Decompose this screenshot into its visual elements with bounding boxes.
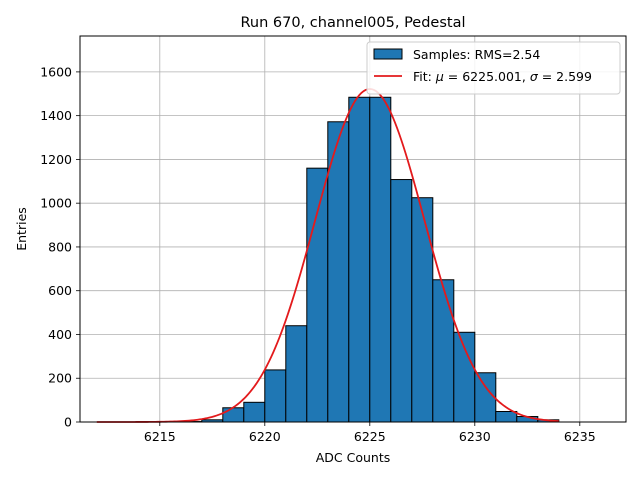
histogram-bars [159,96,560,423]
legend-fit-sigma-text: = 2.599 [538,69,592,84]
histogram-bar [411,197,434,423]
histogram-bar [348,96,371,423]
histogram-bar [285,325,308,423]
legend-histogram-label: Samples: RMS=2.54 [413,47,540,62]
y-tick-label: 0 [64,415,72,430]
legend-fit-mu-symbol: μ [435,69,444,84]
fit-curve [96,88,559,423]
axis-ticks: 6215 6220 6225 6230 6235 0 200 400 600 800 1000 120… [40,64,596,444]
y-tick-label: 1400 [40,108,72,123]
histogram-bar [474,372,497,423]
y-tick-label: 1600 [40,64,72,79]
legend-fit-label: Fit: μ = 6225.001, σ = 2.599 [413,69,592,84]
histogram-bar [495,410,518,423]
x-tick-label: 6225 [354,429,386,444]
y-tick-label: 400 [48,327,72,342]
chart-title: Run 670, channel005, Pedestal [240,15,465,31]
y-axis-label: Entries [14,207,29,251]
plot-frame [79,35,627,423]
x-tick-label: 6215 [144,429,176,444]
y-tick-label: 800 [48,239,72,254]
legend: Samples: RMS=2.54 Fit: μ = 6225.001, σ =… [366,41,621,95]
y-tick-label: 1000 [40,196,72,211]
histogram-bar [432,279,455,423]
legend-box [366,41,621,95]
x-tick-label: 6235 [564,429,596,444]
x-axis-label: ADC Counts [316,450,391,465]
histogram-bar [306,167,329,423]
legend-fit-prefix: Fit: [413,69,436,84]
legend-fit-sigma-symbol: σ [530,69,539,84]
histogram-bar [222,407,245,423]
y-tick-label: 600 [48,283,72,298]
legend-histogram-swatch [373,48,403,60]
y-tick-label: 1200 [40,152,72,167]
histogram-bar [264,369,287,423]
histogram-bar [327,121,350,423]
histogram-bar [369,96,392,423]
y-tick-label: 200 [48,371,72,386]
histogram-bar [243,401,266,423]
x-tick-label: 6230 [459,429,491,444]
legend-fit-mu-text: = 6225.001, [444,69,530,84]
x-tick-label: 6220 [249,429,281,444]
histogram-bar [390,179,413,423]
